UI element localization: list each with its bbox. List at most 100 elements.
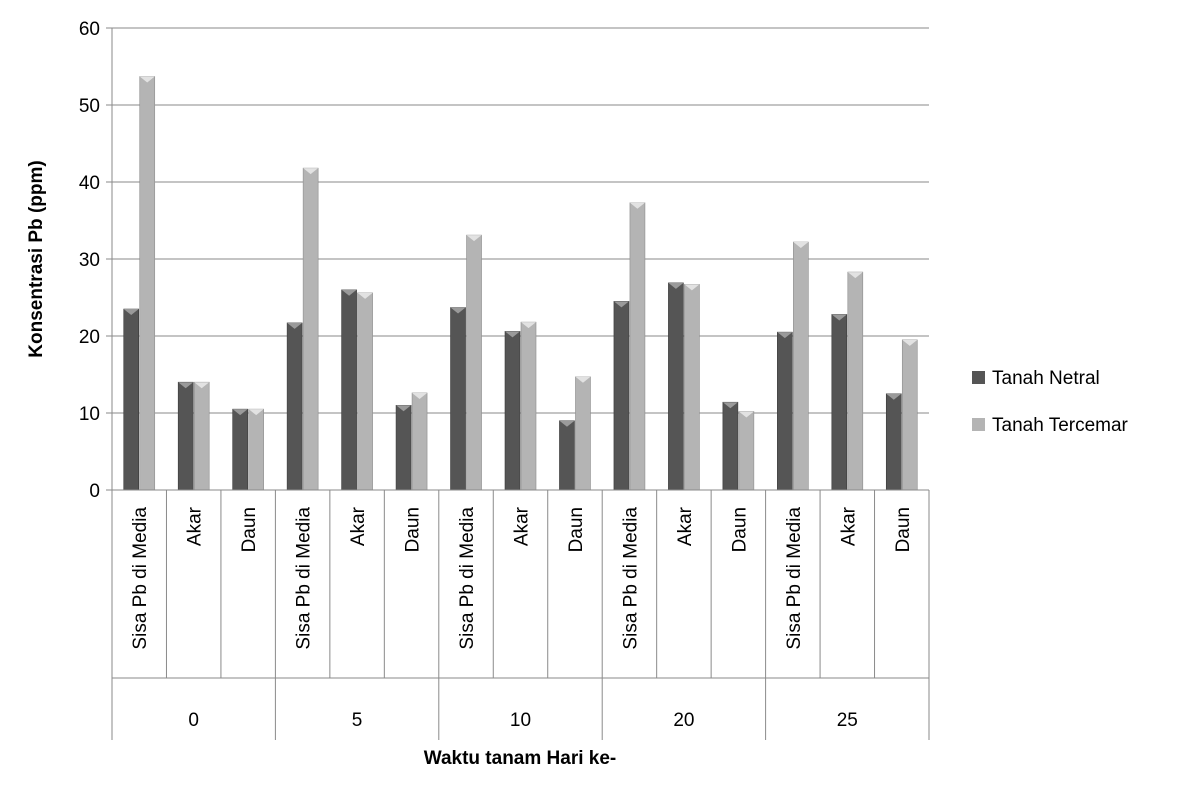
bar-tanah-netral-5 (395, 404, 412, 491)
x-category-label-13: Akar (838, 506, 859, 546)
bar-cap-tanah-tercemar-1 (194, 382, 210, 389)
bar-cap-tanah-netral-1 (178, 382, 194, 389)
x-category-label-3: Sisa Pb di Media (294, 507, 315, 650)
bar-tanah-tercemar-6 (466, 234, 482, 491)
bar-cap-tanah-tercemar-6 (466, 235, 482, 242)
legend-label-tanah-netral: Tanah Netral (992, 368, 1100, 389)
bar-layer (123, 76, 918, 491)
bar-cap-tanah-tercemar-13 (847, 272, 863, 279)
x-category-label-4: Akar (348, 506, 369, 546)
y-tick-label-0: 0 (89, 481, 100, 502)
bar-tanah-tercemar-13 (847, 271, 864, 491)
bar-cap-tanah-netral-2 (232, 409, 248, 416)
bar-tanah-netral-7 (504, 331, 521, 491)
bar-tanah-tercemar-5 (411, 392, 428, 491)
bar-cap-tanah-netral-8 (559, 420, 575, 427)
y-axis-title: Konsentrasi Pb (ppm) (26, 160, 47, 357)
bar-cap-tanah-netral-6 (450, 307, 466, 314)
bar-cap-tanah-tercemar-11 (738, 411, 754, 418)
bar-cap-tanah-netral-13 (831, 314, 847, 321)
y-tick-label-30: 30 (79, 250, 100, 271)
bar-cap-tanah-netral-12 (777, 332, 793, 339)
bar-tanah-tercemar-7 (520, 321, 537, 491)
bar-cap-tanah-netral-10 (668, 282, 684, 289)
bar-tanah-netral-1 (177, 381, 194, 491)
x-group-label-3: 20 (673, 710, 694, 731)
bar-cap-tanah-tercemar-14 (902, 339, 918, 346)
grid-layer (112, 27, 929, 414)
x-category-label-1: Akar (185, 506, 206, 546)
bar-tanah-tercemar-3 (302, 167, 319, 491)
y-tick-label-50: 50 (79, 96, 100, 117)
x-category-label-5: Daun (403, 507, 424, 552)
x-group-label-0: 0 (188, 710, 199, 731)
bar-tanah-tercemar-2 (248, 408, 264, 491)
axis-layer (106, 27, 930, 740)
bar-cap-tanah-tercemar-7 (521, 322, 536, 329)
bar-cap-tanah-tercemar-8 (575, 376, 591, 383)
legend-item-tanah-netral: Tanah Netral (972, 368, 1100, 389)
bar-tanah-tercemar-0 (139, 76, 156, 491)
bar-tanah-netral-6 (450, 307, 466, 491)
x-category-label-0: Sisa Pb di Media (130, 507, 151, 650)
x-category-label-12: Sisa Pb di Media (784, 507, 805, 650)
bar-tanah-netral-0 (123, 308, 140, 491)
x-category-label-10: Akar (675, 506, 696, 546)
bar-tanah-netral-12 (777, 331, 793, 491)
x-category-label-8: Daun (566, 507, 587, 552)
bar-cap-tanah-netral-3 (287, 322, 303, 329)
x-category-label-14: Daun (893, 507, 914, 552)
bar-cap-tanah-tercemar-2 (248, 409, 264, 416)
bar-tanah-tercemar-10 (684, 284, 700, 491)
bar-tanah-netral-11 (722, 401, 739, 491)
bar-tanah-netral-3 (286, 322, 303, 491)
bar-cap-tanah-netral-11 (722, 402, 738, 409)
x-category-label-11: Daun (729, 507, 750, 552)
x-category-label-2: Daun (239, 507, 260, 552)
legend: Tanah Netral Tanah Tercemar (972, 368, 1129, 436)
bar-tanah-tercemar-12 (793, 241, 809, 491)
bar-cap-tanah-tercemar-12 (793, 242, 809, 249)
bar-tanah-tercemar-1 (193, 381, 210, 491)
legend-label-tanah-tercemar: Tanah Tercemar (992, 415, 1129, 436)
bar-cap-tanah-tercemar-4 (357, 292, 373, 299)
bar-cap-tanah-tercemar-9 (629, 202, 645, 209)
legend-swatch-tanah-tercemar (972, 418, 985, 431)
x-group-label-2: 10 (510, 710, 531, 731)
bar-tanah-tercemar-14 (901, 339, 918, 491)
y-tick-label-10: 10 (79, 404, 100, 425)
bar-cap-tanah-netral-4 (341, 289, 357, 296)
bar-tanah-netral-8 (559, 420, 575, 491)
bar-tanah-tercemar-4 (357, 292, 373, 491)
bar-tanah-netral-9 (613, 301, 630, 491)
legend-item-tanah-tercemar: Tanah Tercemar (972, 415, 1129, 436)
bar-cap-tanah-tercemar-3 (303, 168, 319, 175)
bar-cap-tanah-tercemar-10 (684, 284, 700, 291)
x-category-label-9: Sisa Pb di Media (620, 507, 641, 650)
bar-cap-tanah-netral-7 (505, 331, 520, 338)
bar-cap-tanah-netral-9 (613, 301, 629, 308)
bar-tanah-netral-4 (341, 289, 357, 491)
bar-tanah-tercemar-9 (629, 202, 646, 491)
x-group-label-1: 5 (352, 710, 363, 731)
bar-tanah-netral-10 (668, 282, 684, 491)
y-tick-label-40: 40 (79, 173, 100, 194)
x-category-label-7: Akar (512, 506, 533, 546)
x-group-label-4: 25 (837, 710, 858, 731)
x-axis-title: Waktu tanam Hari ke- (424, 748, 617, 769)
bar-tanah-tercemar-11 (738, 411, 755, 491)
bar-cap-tanah-netral-0 (123, 309, 139, 316)
bar-cap-tanah-tercemar-0 (139, 76, 155, 83)
bar-tanah-netral-14 (885, 393, 902, 491)
bar-cap-tanah-tercemar-5 (412, 392, 428, 399)
y-tick-label-20: 20 (79, 327, 100, 348)
bar-tanah-netral-13 (831, 314, 848, 491)
y-tick-label-60: 60 (79, 19, 100, 40)
bar-tanah-netral-2 (232, 408, 248, 491)
bar-cap-tanah-netral-14 (886, 393, 902, 400)
bar-tanah-tercemar-8 (575, 376, 591, 491)
x-category-label-6: Sisa Pb di Media (457, 507, 478, 650)
